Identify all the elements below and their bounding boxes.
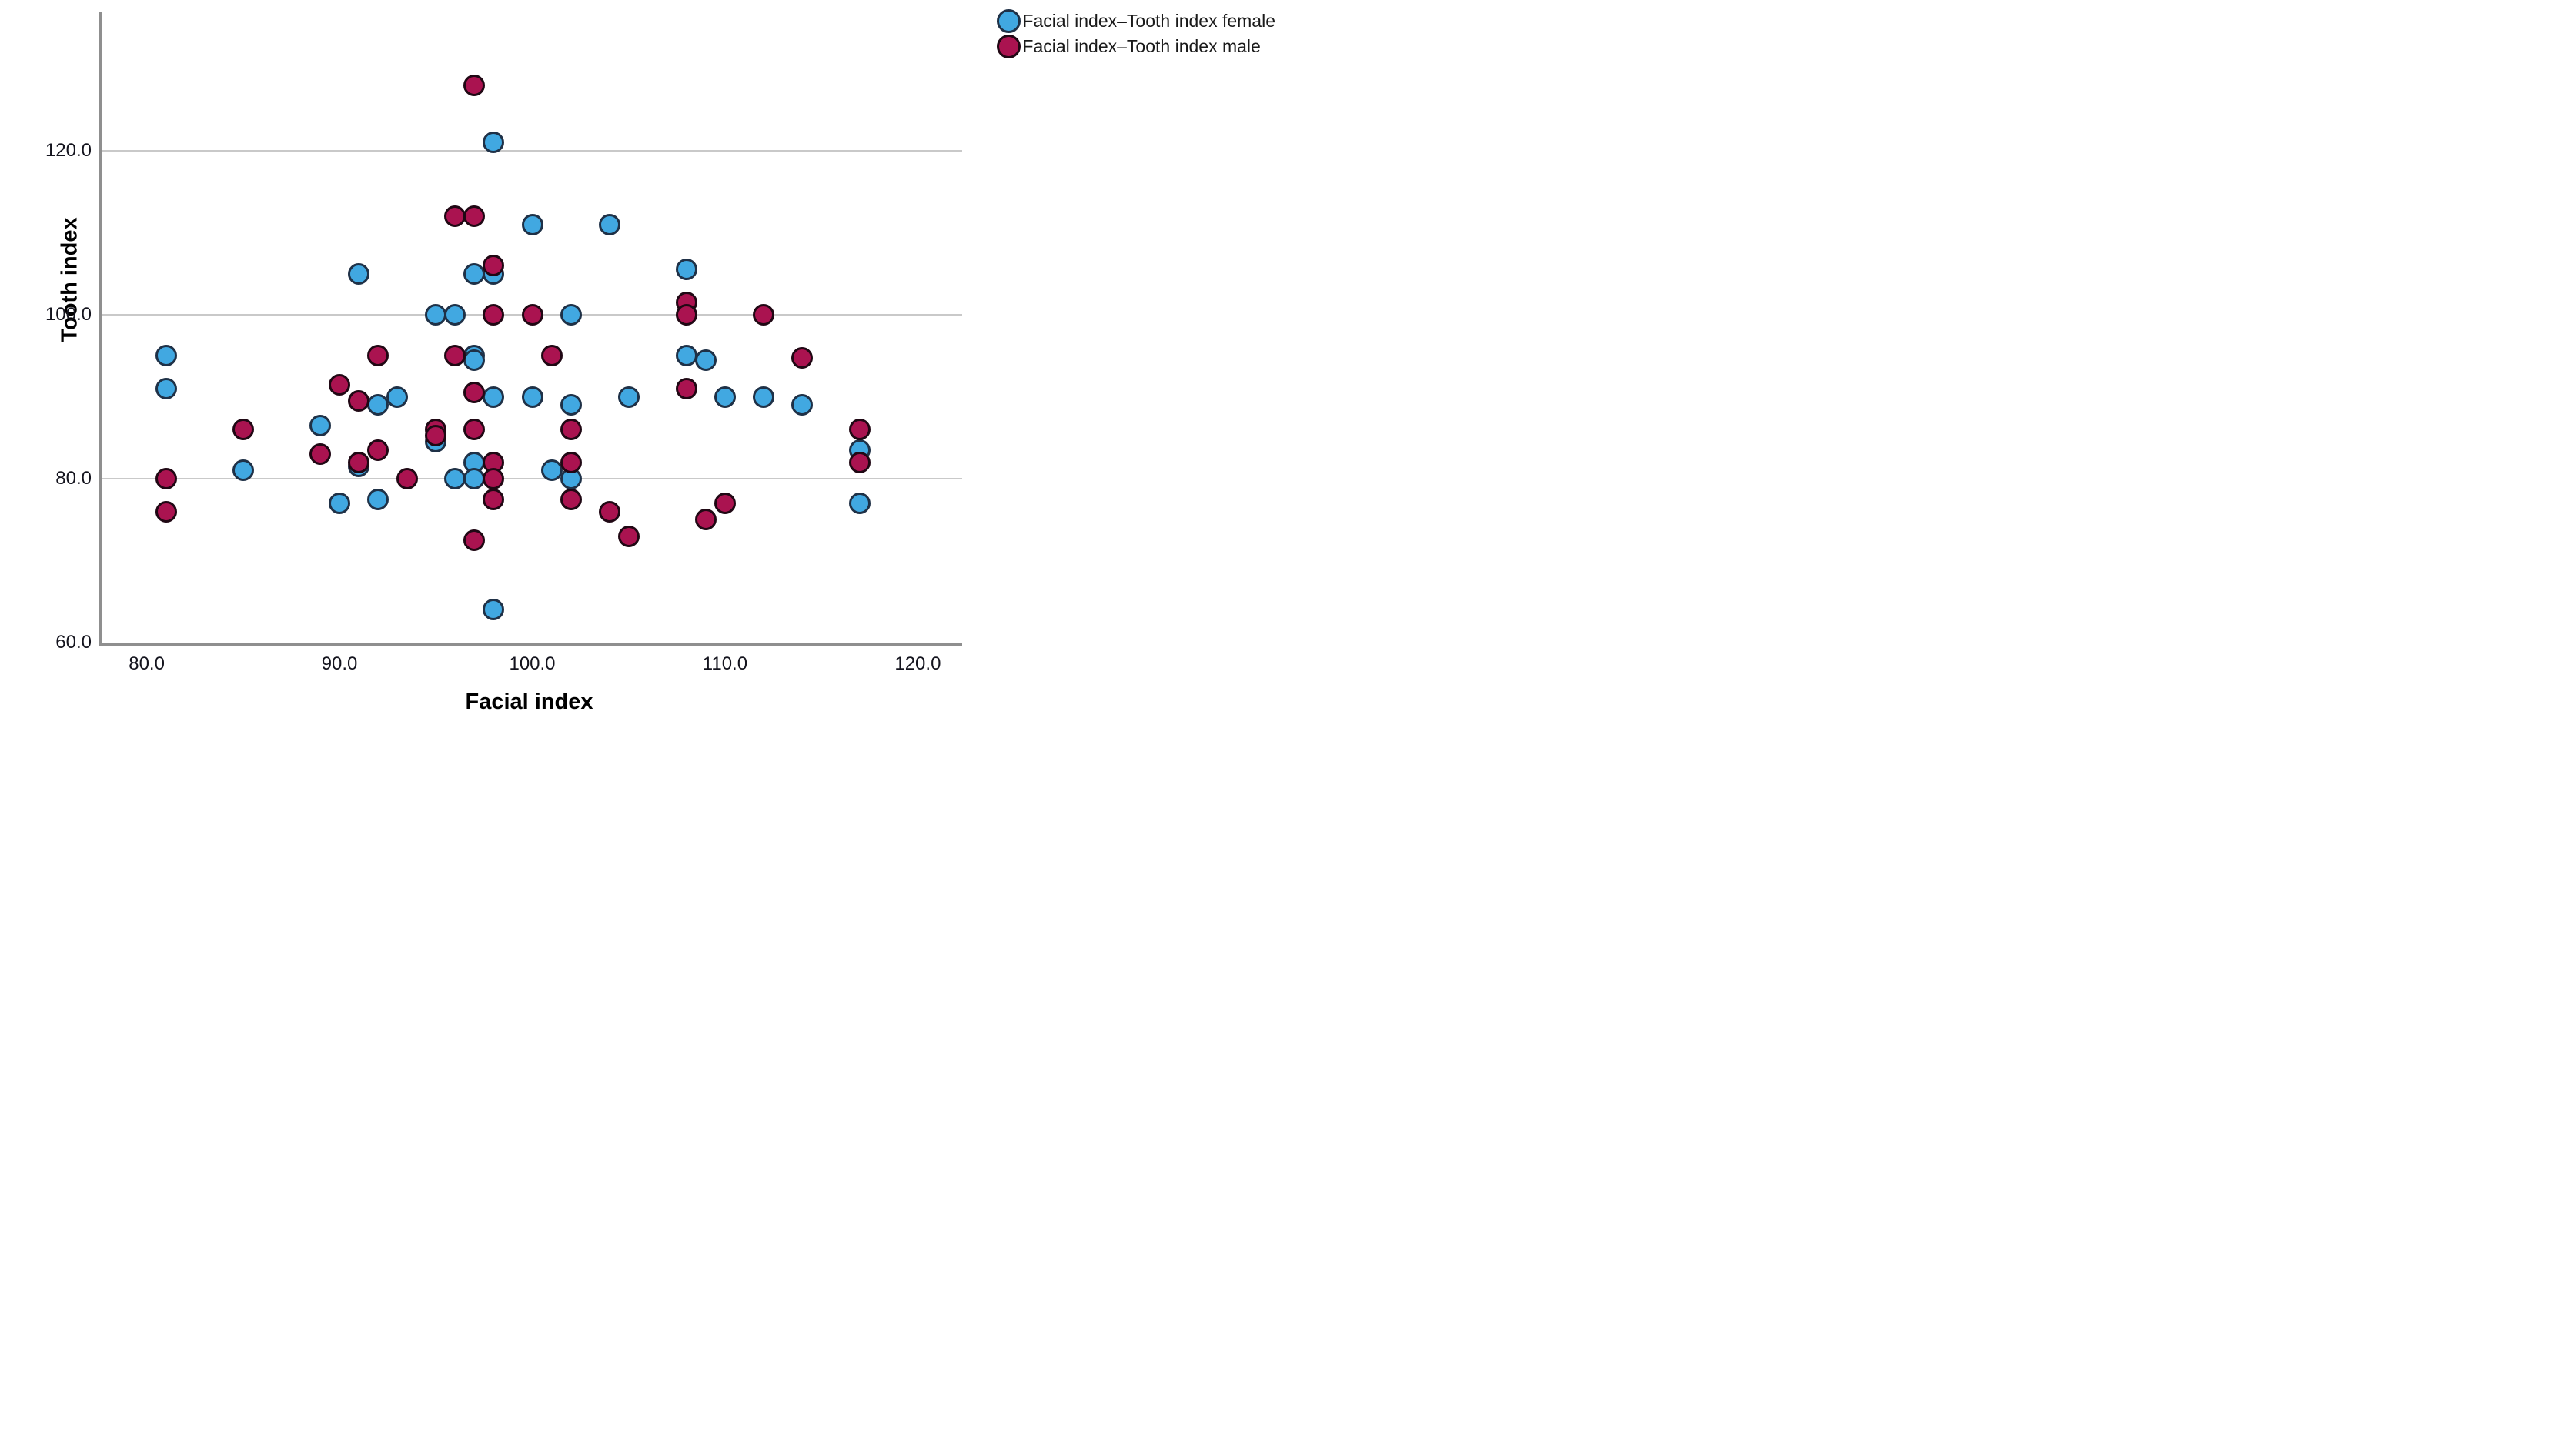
data-point-female — [694, 349, 717, 371]
data-point-male — [309, 443, 331, 466]
data-point-male — [444, 205, 466, 228]
plot-area: 60.0 80.0 100.0 120.0 80.0 90.0 100.0 110.0 120.… — [45, 12, 962, 674]
data-point-male — [155, 468, 177, 489]
data-point-female — [521, 386, 543, 408]
data-point-male — [483, 304, 505, 326]
data-point-female — [598, 213, 620, 235]
data-point-male — [329, 373, 351, 396]
data-point-female — [232, 459, 254, 482]
y-tick-label-60.0: 60.0 — [55, 632, 92, 653]
data-point-male — [483, 488, 505, 510]
data-point-female — [483, 599, 505, 621]
data-point-female — [617, 386, 640, 408]
data-point-male — [714, 492, 736, 514]
legend-item-male: Facial index–Tooth index male — [997, 35, 1275, 58]
data-point-female — [329, 492, 351, 514]
data-point-male — [348, 451, 370, 473]
x-tick-label-110.0: 110.0 — [702, 653, 748, 674]
data-point-female — [560, 394, 582, 416]
data-point-male — [463, 382, 486, 404]
x-axis-title: Facial index — [465, 690, 593, 714]
data-point-female — [425, 304, 447, 326]
data-point-female — [849, 492, 871, 514]
data-point-male — [694, 509, 717, 531]
data-point-male — [521, 304, 543, 326]
data-point-female — [348, 262, 370, 285]
data-point-male — [425, 424, 447, 446]
data-point-male — [396, 468, 418, 489]
data-point-male — [849, 451, 871, 473]
data-point-female — [675, 259, 697, 281]
data-point-female — [791, 394, 814, 416]
data-point-female — [753, 386, 775, 408]
gridline-y-120 — [102, 150, 962, 152]
data-point-female — [463, 262, 486, 285]
data-point-male — [598, 500, 620, 523]
data-point-female — [521, 213, 543, 235]
data-point-female — [714, 386, 736, 408]
y-tick-label-80.0: 80.0 — [55, 468, 92, 489]
data-point-male — [483, 255, 505, 277]
x-tick-label-100.0: 100.0 — [509, 653, 556, 674]
legend: Facial index–Tooth index female Facial in… — [997, 9, 1275, 58]
data-point-female — [483, 132, 505, 154]
data-point-male — [155, 500, 177, 523]
data-point-male — [560, 419, 582, 441]
data-point-female — [367, 394, 389, 416]
data-point-female — [483, 386, 505, 408]
data-point-male — [232, 419, 254, 441]
data-point-female — [309, 414, 331, 436]
data-point-male — [753, 304, 775, 326]
data-point-female — [155, 345, 177, 367]
data-point-female — [444, 304, 466, 326]
data-point-male — [348, 389, 370, 412]
data-point-female — [540, 459, 563, 482]
legend-swatch-female-icon — [997, 9, 1021, 33]
data-point-female — [463, 468, 486, 489]
legend-label-male: Facial index–Tooth index male — [1022, 36, 1261, 56]
data-point-male — [483, 468, 505, 489]
data-point-male — [560, 451, 582, 473]
data-point-female — [444, 468, 466, 489]
scatter-chart: Tooth index 60.0 80.0 100.0 120.0 80.0 90.0 10… — [0, 0, 1278, 728]
data-point-female — [560, 304, 582, 326]
data-point-male — [617, 525, 640, 547]
data-point-male — [367, 439, 389, 461]
data-point-male — [463, 529, 486, 551]
data-point-male — [675, 304, 697, 326]
data-point-male — [560, 488, 582, 510]
data-point-male — [367, 345, 389, 367]
data-point-male — [463, 419, 486, 441]
data-point-male — [675, 377, 697, 399]
x-tick-label-80.0: 80.0 — [129, 653, 165, 674]
data-point-female — [367, 488, 389, 510]
data-point-female — [386, 386, 409, 408]
data-point-female — [463, 349, 486, 371]
gridline-y-80 — [102, 478, 962, 479]
data-point-male — [540, 345, 563, 367]
data-point-female — [675, 345, 697, 367]
x-tick-label-90.0: 90.0 — [321, 653, 358, 674]
data-point-male — [463, 205, 486, 228]
legend-item-female: Facial index–Tooth index female — [997, 9, 1275, 33]
data-point-female — [155, 377, 177, 399]
data-point-male — [444, 345, 466, 367]
x-tick-label-120.0: 120.0 — [894, 653, 941, 674]
y-tick-label-120.0: 120.0 — [45, 140, 92, 162]
data-point-male — [849, 419, 871, 441]
data-point-male — [791, 347, 814, 369]
y-tick-label-100.0: 100.0 — [45, 304, 92, 326]
data-point-male — [463, 74, 486, 96]
legend-label-female: Facial index–Tooth index female — [1022, 11, 1275, 31]
legend-swatch-male-icon — [997, 35, 1021, 58]
